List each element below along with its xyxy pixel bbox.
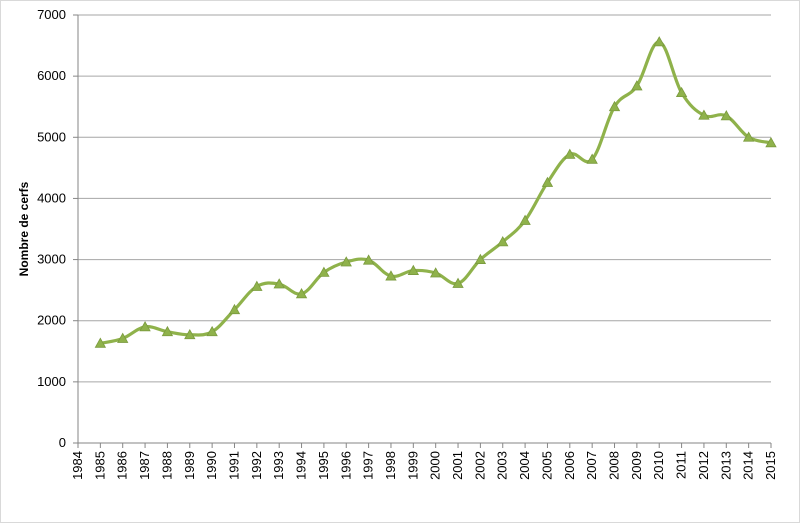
data-point-marker — [251, 280, 263, 291]
x-tick-label: 2009 — [629, 451, 644, 480]
x-tick-label: 2006 — [562, 451, 577, 480]
y-tick-label: 0 — [59, 435, 66, 450]
y-tick-label: 6000 — [37, 68, 66, 83]
x-tick-label: 1990 — [204, 451, 219, 480]
data-point-marker — [564, 148, 576, 159]
y-tick-label: 5000 — [37, 129, 66, 144]
series-path — [98, 40, 773, 345]
x-tick-label: 2003 — [495, 451, 510, 480]
y-axis-title: Nombre de cerfs — [17, 181, 31, 276]
x-tick-label: 1988 — [159, 451, 174, 480]
x-tick-label: 2012 — [696, 451, 711, 480]
x-tick-label: 1995 — [316, 451, 331, 480]
x-tick-labels: 1984 1985 1986 1987 1988 1989 1990 1991 1992 1993… — [70, 451, 778, 480]
series-line — [98, 40, 773, 345]
x-tick-label: 1996 — [338, 451, 353, 480]
x-tick-label: 2015 — [763, 451, 778, 480]
x-tick-label: 2011 — [674, 451, 689, 479]
data-point-marker — [407, 264, 420, 275]
gridlines — [78, 14, 771, 383]
data-point-marker — [228, 303, 241, 315]
data-point-marker — [273, 278, 285, 289]
x-tick-label: 2004 — [517, 451, 532, 480]
axes — [73, 14, 772, 448]
data-point-marker — [608, 100, 621, 112]
data-point-marker — [631, 80, 643, 91]
data-point-marker — [206, 325, 218, 337]
data-point-marker — [161, 325, 174, 337]
data-point-marker — [452, 277, 464, 288]
x-tick-label: 2005 — [539, 451, 554, 480]
x-tick-label: 1985 — [92, 451, 107, 480]
x-tick-label: 2007 — [584, 451, 599, 480]
x-tick-label: 1994 — [294, 451, 309, 480]
x-tick-label: 1989 — [182, 451, 197, 480]
data-point-marker — [742, 131, 755, 142]
y-tick-label: 2000 — [37, 313, 66, 328]
x-tick-label: 1992 — [249, 451, 264, 480]
x-tick-label: 2000 — [428, 451, 443, 480]
x-tick-label: 1986 — [115, 451, 130, 480]
x-tick-label: 1997 — [361, 451, 376, 480]
x-tick-label: 2008 — [607, 451, 622, 480]
data-point-marker — [519, 214, 531, 225]
x-tick-label: 1984 — [70, 451, 85, 480]
x-tick-label: 2001 — [450, 451, 465, 480]
data-points — [94, 36, 777, 348]
data-point-marker — [586, 153, 598, 164]
data-point-marker — [429, 267, 442, 278]
data-point-marker — [474, 253, 487, 264]
y-tick-label: 4000 — [37, 190, 66, 205]
x-tick-label: 1993 — [271, 451, 286, 480]
x-tick-label: 2010 — [651, 451, 666, 480]
data-point-marker — [184, 328, 196, 340]
data-point-marker — [340, 256, 352, 267]
x-tick-label: 1998 — [383, 451, 398, 480]
y-tick-labels: 0 1000 2000 3000 4000 5000 6000 7000 — [37, 7, 66, 450]
x-tick-label: 1991 — [226, 451, 241, 480]
x-tick-label: 1987 — [137, 451, 152, 480]
data-point-marker — [318, 266, 330, 277]
data-point-marker — [385, 270, 397, 281]
data-point-marker — [295, 287, 308, 299]
x-tick-label: 2013 — [718, 451, 733, 480]
y-tick-label: 1000 — [37, 374, 66, 389]
x-tick-label: 2014 — [741, 451, 756, 480]
data-point-marker — [675, 86, 688, 98]
data-point-marker — [698, 109, 710, 120]
data-point-marker — [653, 36, 665, 47]
data-point-marker — [541, 176, 554, 187]
data-point-marker — [720, 110, 732, 121]
data-point-marker — [117, 332, 129, 343]
data-point-marker — [139, 321, 151, 332]
y-tick-label: 3000 — [37, 252, 66, 267]
data-point-marker — [765, 136, 777, 148]
y-tick-label: 7000 — [37, 7, 66, 22]
x-tick-label: 2002 — [472, 451, 487, 480]
x-tick-label: 1999 — [405, 451, 420, 480]
data-point-marker — [497, 236, 509, 247]
data-point-marker — [94, 337, 107, 348]
data-point-marker — [362, 254, 375, 265]
